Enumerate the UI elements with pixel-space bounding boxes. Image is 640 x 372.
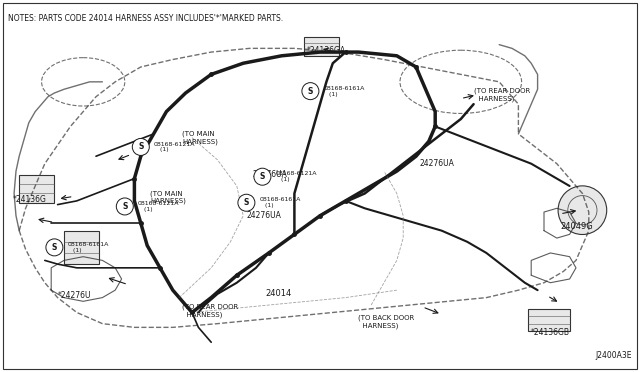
Text: S: S	[244, 198, 249, 207]
Text: 24276UA: 24276UA	[253, 170, 287, 179]
Circle shape	[254, 168, 271, 185]
Circle shape	[46, 239, 63, 256]
Text: 24276UA: 24276UA	[419, 159, 454, 168]
Circle shape	[132, 138, 149, 155]
Text: 08168-6121A
   (1): 08168-6121A (1)	[138, 201, 179, 212]
Circle shape	[558, 186, 607, 234]
Text: 24049G: 24049G	[560, 222, 593, 231]
Bar	[19, 175, 54, 203]
Circle shape	[116, 198, 133, 215]
Text: 08168-6161A
   (1): 08168-6161A (1)	[259, 197, 301, 208]
Text: (TO BACK DOOR
  HARNESS): (TO BACK DOOR HARNESS)	[358, 315, 415, 329]
Text: *24136GA: *24136GA	[307, 46, 346, 55]
Text: S: S	[308, 87, 313, 96]
Text: (TO REAR DOOR
  HARNESS): (TO REAR DOOR HARNESS)	[474, 88, 530, 102]
Bar	[304, 37, 339, 56]
Text: (TO MAIN
HARNESS): (TO MAIN HARNESS)	[150, 190, 186, 204]
Text: 08168-6161A
   (1): 08168-6161A (1)	[323, 86, 365, 97]
Text: S: S	[52, 243, 57, 252]
Text: *24136G: *24136G	[13, 195, 47, 203]
Text: NOTES: PARTS CODE 24014 HARNESS ASSY INCLUDES'*'MARKED PARTS.: NOTES: PARTS CODE 24014 HARNESS ASSY INC…	[8, 14, 283, 23]
Text: (TO MAIN
HARNESS): (TO MAIN HARNESS)	[182, 131, 218, 145]
Text: (TO REAR DOOR
  HARNESS): (TO REAR DOOR HARNESS)	[182, 304, 239, 318]
Circle shape	[238, 194, 255, 211]
Text: S: S	[260, 172, 265, 181]
Text: S: S	[122, 202, 127, 211]
Text: 08168-6161A
   (1): 08168-6161A (1)	[67, 242, 109, 253]
Text: *24276U: *24276U	[58, 291, 91, 300]
Bar	[64, 231, 99, 264]
Text: 08168-6121A
   (1): 08168-6121A (1)	[154, 141, 195, 153]
Text: 24014: 24014	[266, 289, 292, 298]
Text: *24136GB: *24136GB	[531, 328, 570, 337]
Circle shape	[302, 83, 319, 100]
Bar	[528, 309, 570, 331]
Text: J2400A3E: J2400A3E	[595, 351, 632, 360]
Text: S: S	[138, 142, 143, 151]
Text: 24276UA: 24276UA	[246, 211, 281, 220]
Text: 08168-6121A
   (1): 08168-6121A (1)	[275, 171, 317, 182]
